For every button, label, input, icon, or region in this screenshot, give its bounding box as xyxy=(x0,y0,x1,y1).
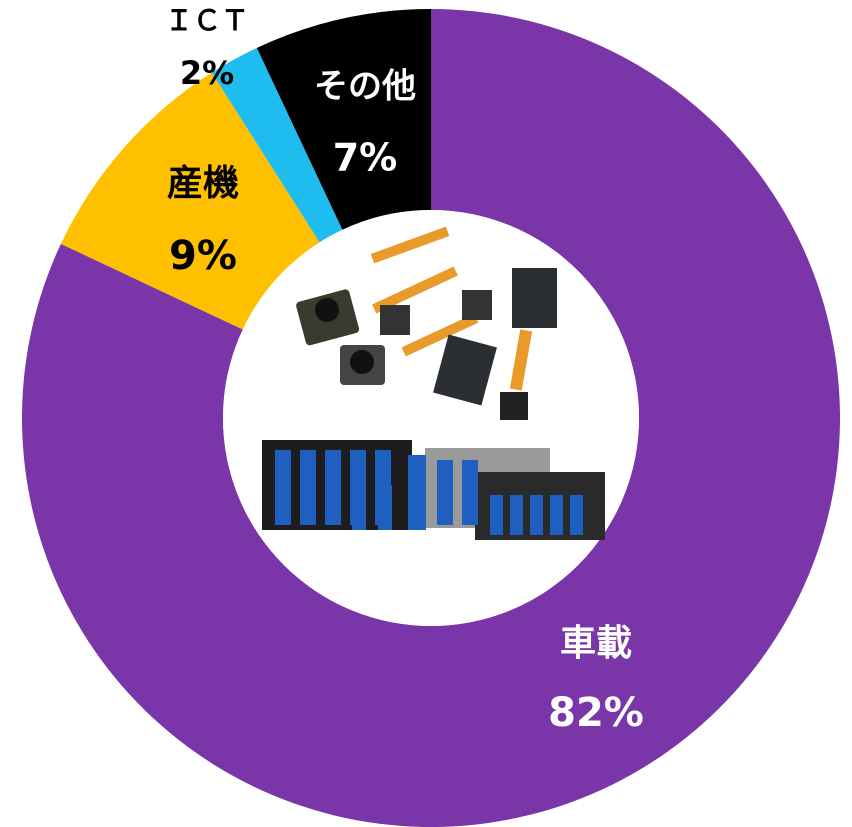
value-label: 9% xyxy=(169,233,237,279)
category-label: 産機 xyxy=(167,163,239,204)
board xyxy=(512,268,557,328)
center-photo xyxy=(223,210,639,626)
cell xyxy=(550,495,563,535)
cell xyxy=(408,455,426,530)
cell xyxy=(437,460,453,525)
category-label: ＩＣＴ xyxy=(165,4,249,37)
cell xyxy=(352,490,366,530)
page: {"chart_data": {"type": "donut", "catego… xyxy=(0,0,852,827)
cell xyxy=(325,450,341,525)
cell xyxy=(490,495,503,535)
cell xyxy=(275,450,291,525)
category-label: 車載 xyxy=(560,623,632,664)
value-label: 7% xyxy=(333,136,398,180)
lens xyxy=(315,298,339,322)
connector xyxy=(500,392,528,420)
cell xyxy=(300,450,316,525)
chart: 車載 82% 産機 9% ＩＣＴ 2% その他 7% xyxy=(0,0,852,827)
camera xyxy=(462,290,492,320)
cell xyxy=(378,485,392,530)
center-hole xyxy=(223,210,639,626)
lens xyxy=(350,350,374,374)
cell xyxy=(510,495,523,535)
category-label: その他 xyxy=(314,67,416,107)
cell xyxy=(570,495,583,535)
value-label: 2% xyxy=(180,54,234,92)
cell xyxy=(530,495,543,535)
camera xyxy=(380,305,410,335)
value-label: 82% xyxy=(548,690,644,736)
cell xyxy=(462,460,478,525)
